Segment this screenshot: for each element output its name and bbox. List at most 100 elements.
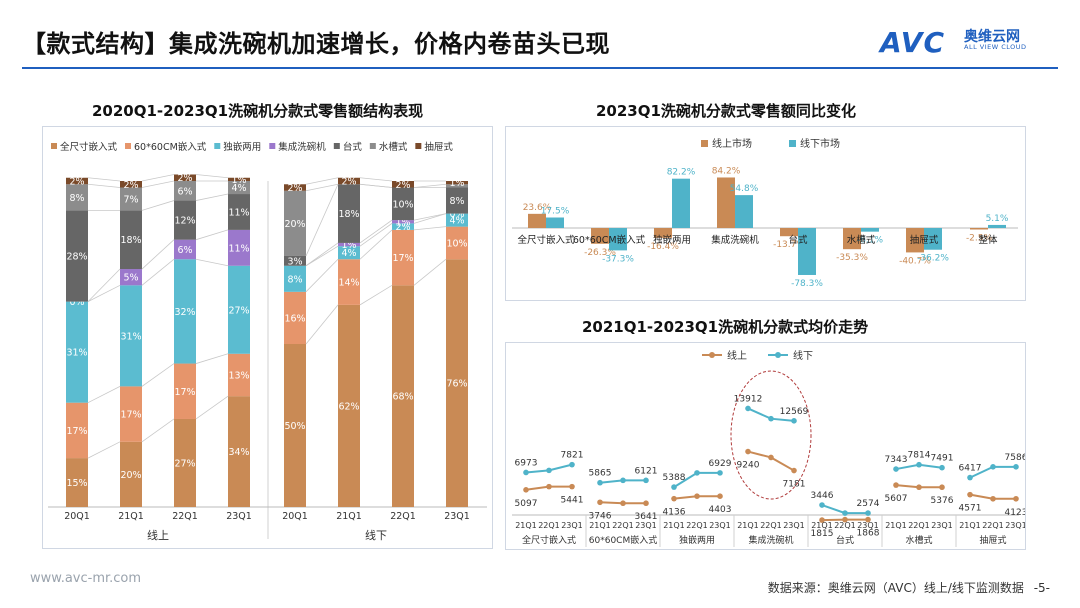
price-point (842, 510, 848, 516)
connector-line (87, 386, 121, 404)
price-value-label: 3641 (635, 512, 658, 522)
footer-website: www.avc-mr.com (30, 571, 142, 586)
segment-label: 4% (449, 216, 464, 227)
price-point (1013, 495, 1019, 502)
category-label: 全尺寸嵌入式 (517, 234, 575, 246)
yoy-value-label: -36.2% (917, 254, 949, 264)
yoy-bar (798, 228, 816, 275)
yoy-value-label: -2.5% (966, 234, 993, 244)
group-label: 集成洗碗机 (748, 534, 793, 546)
legend-label: 线下 (793, 349, 813, 362)
connector-line (141, 239, 175, 270)
connector-line (305, 177, 339, 185)
page-number: -5- (1033, 581, 1050, 595)
connector-line (141, 174, 175, 182)
segment-label: 13% (228, 370, 249, 381)
x-tick-label: 21Q1 (885, 521, 907, 530)
segment-label: 2% (395, 180, 410, 191)
bar-segment (338, 259, 360, 305)
price-point (768, 415, 774, 422)
segment-label: 18% (120, 235, 141, 246)
segment-label: 1% (341, 240, 356, 251)
price-point (523, 486, 529, 493)
connector-line (413, 213, 447, 221)
price-point (819, 502, 825, 508)
price-point (842, 516, 848, 523)
bar-segment (66, 458, 88, 507)
category-label: 60*60CM嵌入式 (573, 234, 646, 246)
legend-label: 抽屉式 (424, 141, 453, 153)
segment-label: 68% (392, 392, 413, 403)
price-point (546, 483, 552, 490)
connector-line (413, 226, 447, 231)
segment-label: 20% (284, 219, 305, 230)
segment-label: 2% (177, 173, 192, 184)
avg-price-chart-panel: 线上 线下 5097 5441 6973 7821 21Q1 22Q1 23Q1 全尺寸嵌入式 37… (505, 342, 1028, 550)
legend-swatch (701, 140, 708, 147)
segment-label: 20% (120, 470, 141, 481)
price-point (569, 461, 575, 468)
yoy-value-label: 82.2% (667, 168, 696, 178)
x-tick-label: 22Q1 (172, 511, 198, 522)
segment-label: 31% (120, 331, 141, 342)
x-tick-label: 20Q1 (282, 511, 308, 522)
segment-label: 62% (338, 401, 359, 412)
bar-segment (120, 187, 142, 211)
connector-line (359, 223, 393, 247)
price-value-label: 7814 (908, 451, 931, 461)
price-point (717, 470, 723, 476)
segment-label: 27% (228, 305, 249, 316)
yoy-bar (843, 228, 861, 250)
chart3-title: 2021Q1-2023Q1洗碗机分款式均价走势 (582, 318, 869, 336)
price-value-label: 5607 (885, 494, 908, 504)
price-value-label: 12569 (780, 407, 809, 417)
chart1-title: 2020Q1-2023Q1洗碗机分款式零售额结构表现 (92, 102, 424, 120)
bar-segment (284, 184, 306, 191)
connector-line (141, 180, 175, 188)
segment-label: 1% (395, 217, 410, 228)
price-point (939, 484, 945, 491)
price-point (939, 464, 945, 471)
bar-segment (284, 265, 306, 292)
segment-label: 5% (123, 273, 138, 284)
price-value-label: 1868 (857, 529, 880, 539)
bar-segment (446, 226, 468, 260)
yoy-bar (672, 178, 690, 228)
price-value-label: 7821 (561, 451, 584, 461)
bar-segment (392, 220, 414, 224)
legend-marker (709, 352, 715, 358)
yoy-value-label: 23.6% (523, 203, 552, 213)
price-point (694, 493, 700, 500)
price-value-label: 3446 (811, 491, 834, 501)
segment-label: 4% (341, 248, 356, 259)
segment-label: 8% (287, 274, 302, 285)
price-value-label: 5376 (931, 496, 954, 506)
connector-line (87, 177, 121, 182)
bar-segment (284, 255, 306, 266)
x-tick-label: 23Q1 (226, 511, 252, 522)
price-point (523, 469, 529, 476)
connector-line (305, 258, 339, 293)
price-value-label: 7343 (885, 455, 908, 465)
bar-segment (228, 177, 250, 181)
category-label: 抽屉式 (910, 234, 939, 246)
bar-segment (446, 259, 468, 507)
yoy-bar (861, 228, 879, 232)
price-point (893, 482, 899, 488)
bar-segment (174, 418, 196, 507)
price-value-label: 4571 (959, 504, 982, 514)
bar-segment (338, 246, 360, 260)
segment-label: 3% (287, 256, 302, 267)
price-point (694, 470, 700, 476)
legend-swatch (415, 143, 422, 149)
yoy-value-label: 54.8% (730, 184, 759, 194)
x-tick-label: 23Q1 (857, 521, 879, 530)
price-value-label: 2574 (857, 499, 880, 509)
bar-segment (228, 265, 250, 354)
bar-segment (174, 363, 196, 419)
title-divider (22, 67, 1058, 69)
price-point (569, 483, 575, 490)
legend-label: 线下市场 (800, 137, 840, 150)
price-point (745, 405, 751, 412)
connector-line (141, 418, 175, 443)
